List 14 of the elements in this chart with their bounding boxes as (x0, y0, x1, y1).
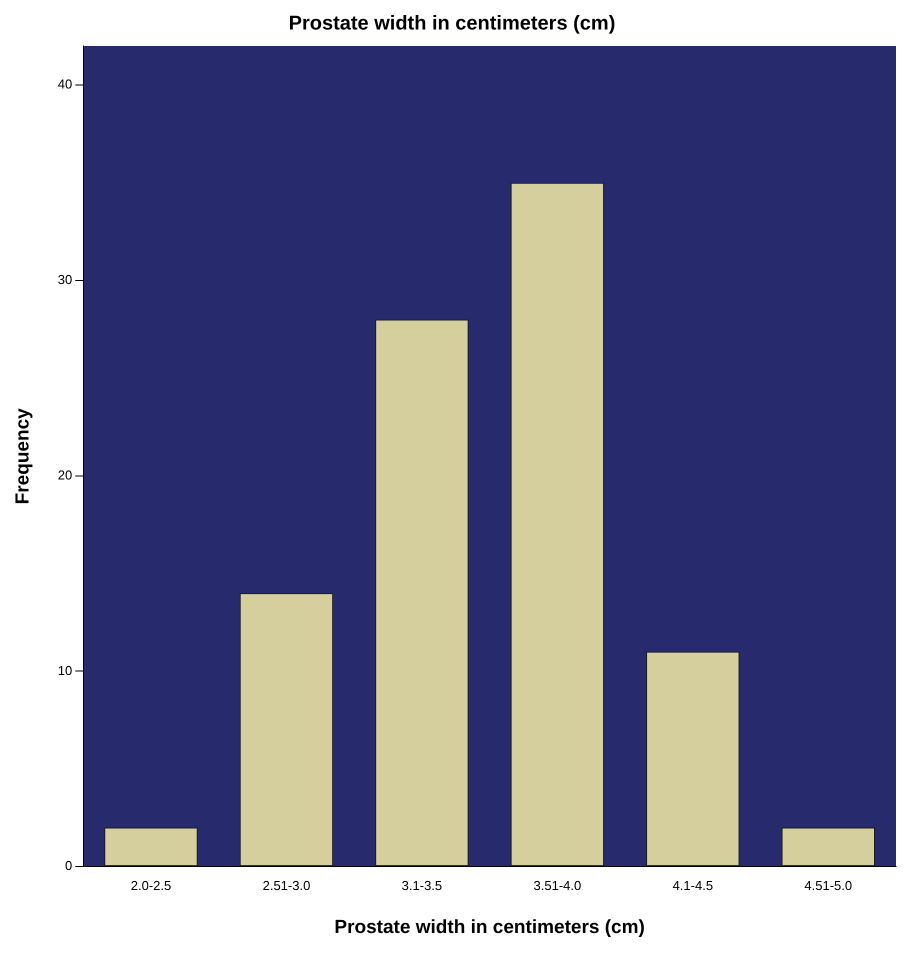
y-tick-label: 20 (58, 467, 72, 482)
x-axis-title: Prostate width in centimeters (cm) (334, 916, 645, 938)
y-tick-label: 10 (58, 662, 72, 678)
x-tick-label: 3.1-3.5 (402, 878, 442, 893)
x-tick-label: 2.51-3.0 (262, 878, 310, 893)
x-tick-label: 2.0-2.5 (130, 878, 172, 893)
x-tick-label: 3.51-4.0 (534, 878, 582, 893)
y-tick-label: 40 (58, 76, 72, 92)
y-tick-label: 0 (65, 858, 72, 874)
y-axis-title: Frequency (12, 408, 34, 504)
chart-title: Prostate width in centimeters (cm) (288, 12, 616, 35)
x-tick-label: 4.1-4.5 (672, 878, 714, 893)
x-tick-label: 4.51-5.0 (804, 878, 852, 893)
y-tick-label: 30 (58, 272, 72, 288)
